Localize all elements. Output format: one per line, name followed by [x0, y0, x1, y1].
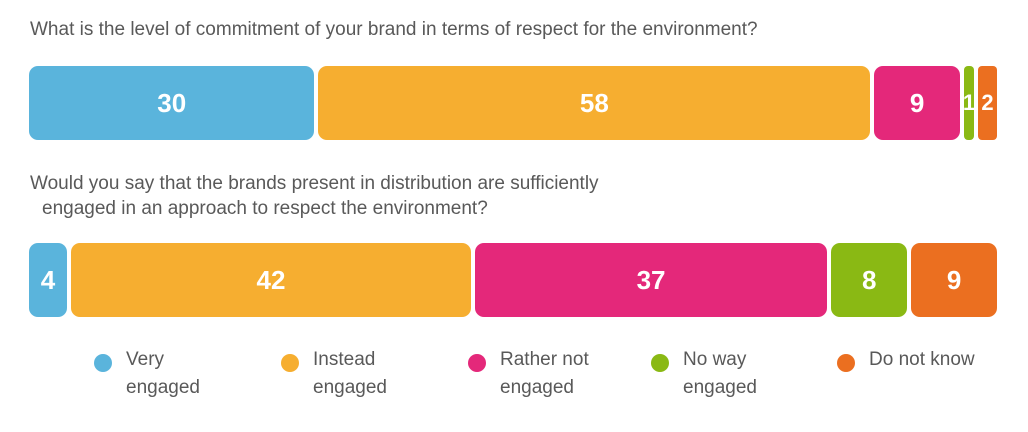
legend-item-4: No way engaged [651, 346, 757, 402]
bar-segment-2: 58 [318, 66, 871, 140]
legend-swatch [281, 354, 299, 372]
chart-2-stacked-bar: 4 42 37 8 9 [29, 243, 997, 317]
bar-value-label: 37 [636, 264, 666, 295]
legend-label: Do not know [869, 349, 975, 370]
legend-item-2: Instead engaged [281, 346, 387, 402]
legend-label: Very engaged [126, 349, 200, 398]
chart-1-stacked-bar: 30 58 9 1 2 [29, 66, 997, 140]
question-2-title-line-1: Would you say that the brands present in… [30, 173, 599, 194]
bar-value-label: 9 [909, 87, 925, 118]
legend-swatch [837, 354, 855, 372]
bar-value-label: 9 [946, 264, 962, 295]
question-2-title-line-2: engaged in an approach to respect the en… [42, 198, 488, 219]
bar-segment-3: 37 [474, 243, 828, 317]
bar-value-label: 58 [579, 87, 609, 118]
bar-value-label: 1 [962, 90, 976, 115]
legend-swatch [468, 354, 486, 372]
legend-swatch [94, 354, 112, 372]
question-2-title: Would you say that the brands present in… [30, 171, 599, 221]
legend-item-3: Rather not engaged [468, 346, 589, 402]
legend-label: No way engaged [683, 349, 757, 398]
legend-label: Rather not engaged [500, 349, 589, 398]
bar-value-label: 2 [981, 90, 994, 115]
bar-segment-1: 4 [29, 243, 68, 317]
bar-segment-5: 2 [977, 66, 997, 140]
bar-segment-3: 9 [874, 66, 960, 140]
legend-label: Instead engaged [313, 349, 387, 398]
bar-segment-2: 42 [71, 243, 471, 317]
bar-segment-4: 1 [962, 66, 976, 140]
bar-segment-4: 8 [831, 243, 908, 317]
bar-segment-5: 9 [911, 243, 997, 317]
bar-value-label: 30 [157, 87, 187, 118]
bar-segment-1: 30 [29, 66, 315, 140]
legend: Very engaged Instead engaged Rather not en… [0, 346, 1028, 416]
bar-value-label: 8 [862, 264, 877, 295]
legend-swatch [651, 354, 669, 372]
legend-item-1: Very engaged [94, 346, 200, 402]
bar-value-label: 42 [256, 264, 286, 295]
legend-item-5: Do not know [837, 346, 975, 374]
bar-value-label: 4 [40, 264, 56, 295]
question-1-title: What is the level of commitment of your … [30, 19, 758, 40]
